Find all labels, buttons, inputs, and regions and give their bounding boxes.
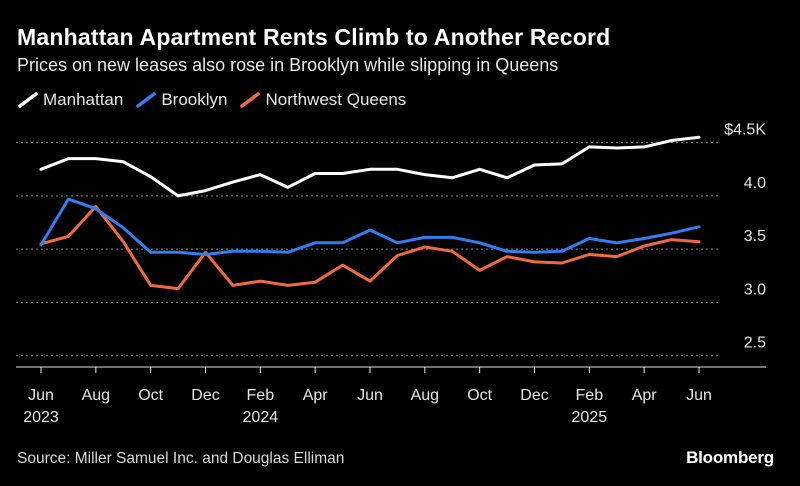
x-tick-label: Oct [138, 387, 163, 404]
chart-subtitle: Prices on new leases also rose in Brookl… [17, 55, 559, 75]
x-tick-label: Feb [247, 387, 275, 404]
x-tick-year-label: 2025 [572, 409, 608, 426]
y-tick-label: $4.5K [724, 122, 766, 139]
x-tick-label: Jun [28, 387, 54, 404]
legend-label-northwest-queens: Northwest Queens [265, 90, 407, 109]
x-tick-label: Aug [411, 387, 439, 404]
y-tick-label: 2.5 [744, 335, 766, 352]
chart-title: Manhattan Apartment Rents Climb to Anoth… [17, 24, 611, 50]
legend-swatch-manhattan [17, 91, 39, 109]
legend-swatch-brooklyn [135, 91, 157, 109]
x-tick-label: Dec [520, 387, 548, 404]
y-tick-label: 3.5 [744, 228, 766, 245]
x-tick-label: Oct [467, 387, 492, 404]
source-note: Source: Miller Samuel Inc. and Douglas E… [17, 450, 345, 467]
x-tick-label: Apr [303, 387, 329, 404]
legend-swatch-northwest-queens [239, 91, 261, 109]
x-tick-label: Feb [576, 387, 604, 404]
bloomberg-logo: Bloomberg [686, 448, 774, 467]
x-tick-label: Dec [191, 387, 219, 404]
legend: Manhattan Brooklyn Northwest Queens [17, 90, 418, 110]
x-tick-year-label: 2024 [243, 409, 279, 426]
series-line-northwest-queens [39, 205, 701, 291]
x-tick-label: Jun [357, 387, 383, 404]
x-tick-label: Apr [632, 387, 658, 404]
legend-label-brooklyn: Brooklyn [161, 90, 228, 109]
legend-item-northwest-queens: Northwest Queens [239, 90, 406, 110]
x-tick-year-label: 2023 [23, 409, 59, 426]
series-line-brooklyn [39, 197, 701, 256]
x-tick-label: Jun [686, 387, 712, 404]
legend-item-brooklyn: Brooklyn [135, 90, 227, 110]
series-line-manhattan [39, 135, 701, 198]
y-tick-label: 3.0 [744, 281, 766, 298]
x-tick-label: Aug [82, 387, 110, 404]
y-tick-label: 4.0 [744, 175, 766, 192]
legend-label-manhattan: Manhattan [43, 90, 124, 109]
legend-item-manhattan: Manhattan [17, 90, 123, 110]
